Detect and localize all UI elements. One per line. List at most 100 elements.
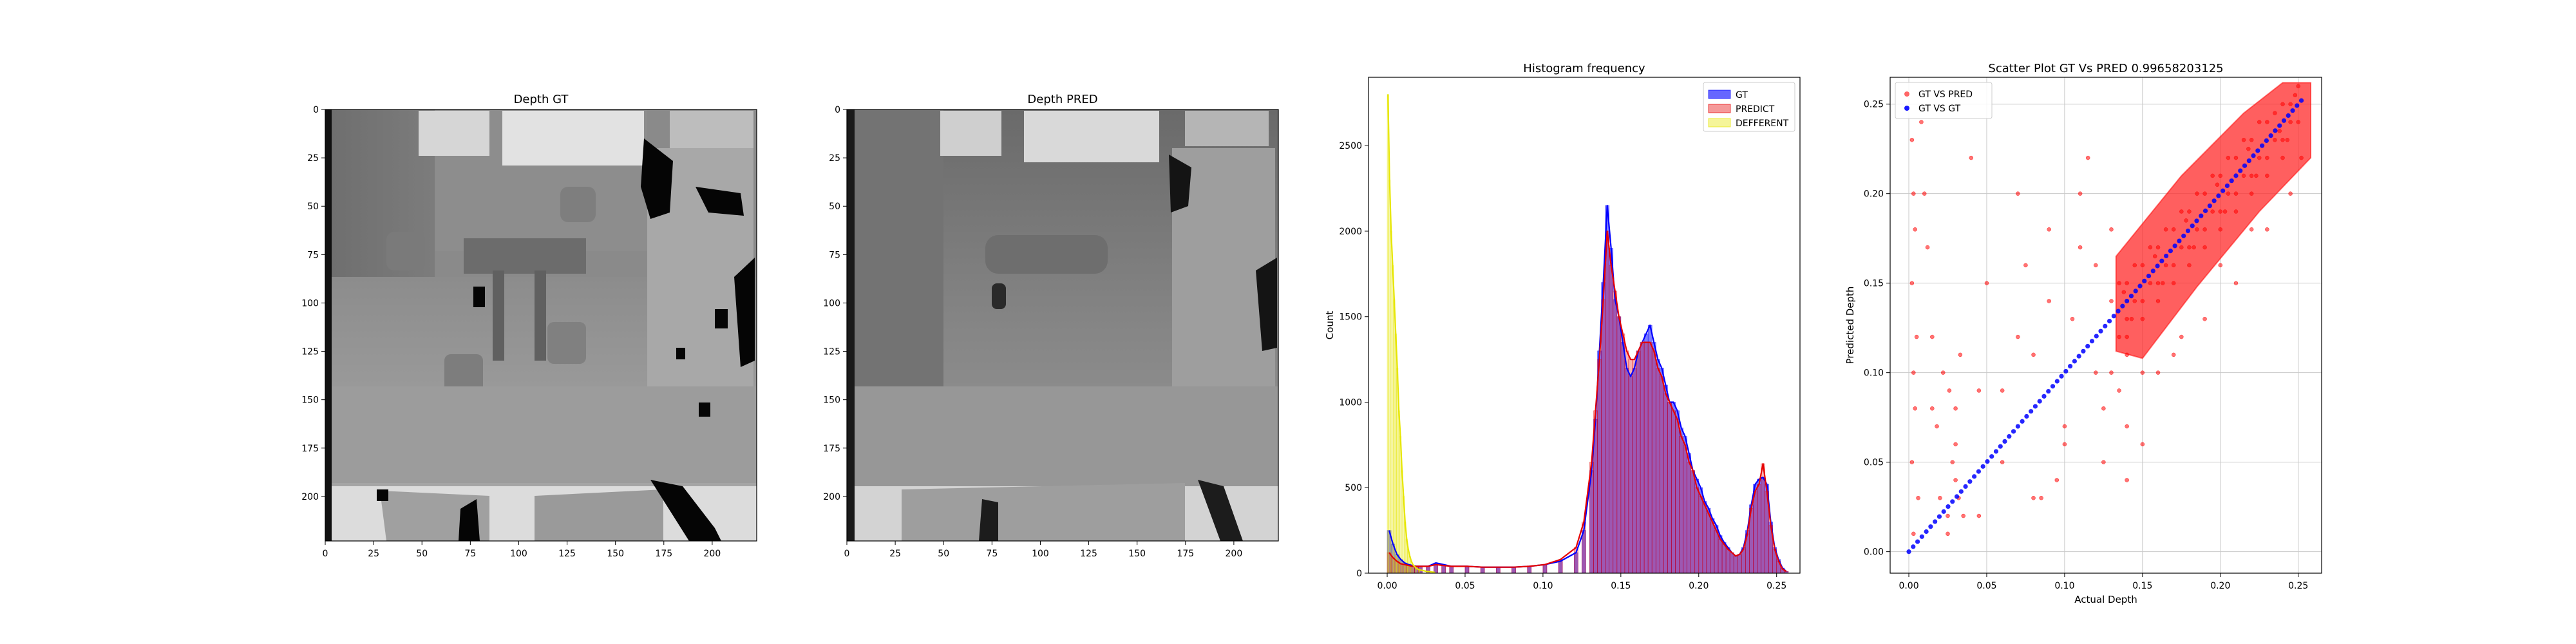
gt-vs-gt-point (2290, 108, 2295, 113)
gt-vs-pred-point (2233, 209, 2239, 214)
gt-vs-pred-point (2257, 120, 2262, 124)
gt-vs-gt-point (2024, 413, 2029, 419)
gt-vs-pred-point (2140, 370, 2145, 375)
y-tick-label: 150 (301, 395, 319, 406)
predict-bar (1714, 530, 1719, 573)
x-tick-label: 50 (938, 549, 949, 559)
gt-vs-gt-point (2037, 399, 2042, 404)
gt-vs-pred-point (1958, 352, 1963, 357)
gt-vs-gt-point (2295, 103, 2300, 108)
legend-label: GT VS PRED (1918, 90, 1973, 100)
gt-vs-pred-point (2078, 191, 2083, 196)
gt-vs-pred-point (1913, 227, 1917, 232)
gt-vs-pred-point (2254, 173, 2259, 178)
x-tick-label: 75 (464, 549, 476, 559)
x-tick-label: 25 (889, 549, 901, 559)
predict-bar (1690, 470, 1696, 573)
y-tick-label: 2500 (1339, 141, 1362, 151)
gt-vs-pred-point (2265, 173, 2269, 178)
gt-vs-pred-point (1914, 334, 1919, 339)
gt-vs-gt-point (2020, 419, 2025, 424)
gt-vs-pred-point (2125, 478, 2129, 482)
gt-vs-pred-point (2179, 209, 2184, 214)
gt-vs-gt-point (2251, 153, 2256, 158)
gt-vs-pred-point (2117, 281, 2121, 285)
gt-vs-pred-point (2249, 138, 2254, 142)
defferent-bar (1393, 299, 1396, 573)
gt-vs-pred-point (2109, 370, 2114, 375)
predict-bar (1628, 359, 1633, 573)
depth-pred-image (847, 109, 1278, 541)
gt-vs-gt-point (2072, 359, 2077, 364)
gt-vs-pred-point (2179, 334, 2184, 339)
gt-vs-pred-point (2062, 424, 2067, 429)
x-tick-label: 150 (1128, 549, 1146, 559)
y-tick-label: 175 (301, 444, 319, 454)
gt-vs-pred-point (2246, 146, 2251, 151)
gt-vs-pred-point (2101, 460, 2106, 464)
scatter-panel: Scatter Plot GT Vs PRED 0.99658203125 Ac… (1844, 62, 2322, 605)
gt-vs-pred-point (2233, 281, 2239, 285)
gt-vs-pred-point (2094, 370, 2098, 375)
gt-vs-gt-point (1967, 479, 1973, 484)
predict-bar (1679, 436, 1683, 573)
legend-label: DEFFERENT (1736, 118, 1789, 129)
predict-bar (1527, 566, 1532, 573)
gt-vs-pred-point (2192, 245, 2196, 250)
gt-vs-pred-point (2226, 155, 2231, 160)
predict-bar (1616, 316, 1622, 573)
pred-dark-1 (1169, 155, 1191, 213)
gt-vs-pred-point (2152, 254, 2157, 259)
gt-vs-gt-point (1954, 494, 1960, 499)
gt-vs-gt-point (2211, 198, 2217, 204)
gt-vs-pred-point (2288, 102, 2293, 106)
predict-bar (1721, 544, 1727, 573)
gt-vs-pred-point (2155, 245, 2161, 250)
pred-bottom-gray (902, 483, 1185, 541)
predict-bar (1643, 342, 1649, 573)
gt-vs-gt-point (2089, 339, 2095, 344)
gt-vs-pred-point (1916, 495, 1920, 500)
gt-vs-pred-point (1935, 424, 1939, 429)
plot-frame (1889, 77, 2322, 574)
legend-box (1895, 82, 1993, 119)
gt-table (464, 238, 586, 274)
gt-vs-pred-point (1953, 478, 1958, 482)
predict-bar (1718, 538, 1723, 573)
gt-vs-pred-point (2184, 218, 2188, 223)
gt-vs-gt-point (2164, 253, 2169, 259)
scatter-xlabel: Actual Depth (2074, 594, 2137, 605)
gt-left-edge-missing (325, 109, 332, 541)
x-tick-label: 125 (558, 549, 576, 559)
gt-vs-pred-point (2140, 317, 2145, 321)
gt-vs-gt-point (2050, 384, 2056, 389)
x-tick-label: 200 (1226, 549, 1243, 559)
predict-bar (1698, 496, 1703, 573)
gt-vs-pred-point (1984, 281, 1989, 285)
gt-vs-pred-point (1976, 513, 1982, 518)
defferent-bar (1391, 265, 1394, 573)
scatter-legend: GT VS PRED GT VS GT (1895, 82, 1993, 119)
gt-missing-9 (459, 499, 480, 541)
gt-vs-gt-point (1989, 454, 1994, 459)
predict-bar (1441, 565, 1446, 573)
gt-vs-pred-point (2171, 263, 2176, 268)
gt-vs-pred-point (2039, 495, 2043, 500)
gt-vs-pred-point (2117, 334, 2121, 339)
gt-vs-pred-point (2187, 263, 2192, 268)
gt-vs-pred-point (2078, 245, 2083, 250)
predict-bar (1663, 393, 1668, 573)
gt-table-leg-2 (535, 270, 546, 361)
gt-vs-gt-point (2233, 173, 2239, 178)
x-tick-label: 175 (655, 549, 672, 559)
gt-vs-gt-point (2172, 243, 2177, 249)
gt-vs-gt-point (2094, 334, 2099, 339)
gt-vs-pred-point (2273, 138, 2277, 142)
y-tick-label: 175 (823, 444, 840, 454)
predict-bar (1753, 491, 1757, 573)
predict-bar (1601, 299, 1605, 573)
y-tick-label: 125 (823, 347, 840, 357)
gt-vs-gt-point (1950, 499, 1955, 504)
gt-vs-gt-point (2142, 278, 2147, 283)
gt-vs-gt-point (2133, 289, 2138, 294)
